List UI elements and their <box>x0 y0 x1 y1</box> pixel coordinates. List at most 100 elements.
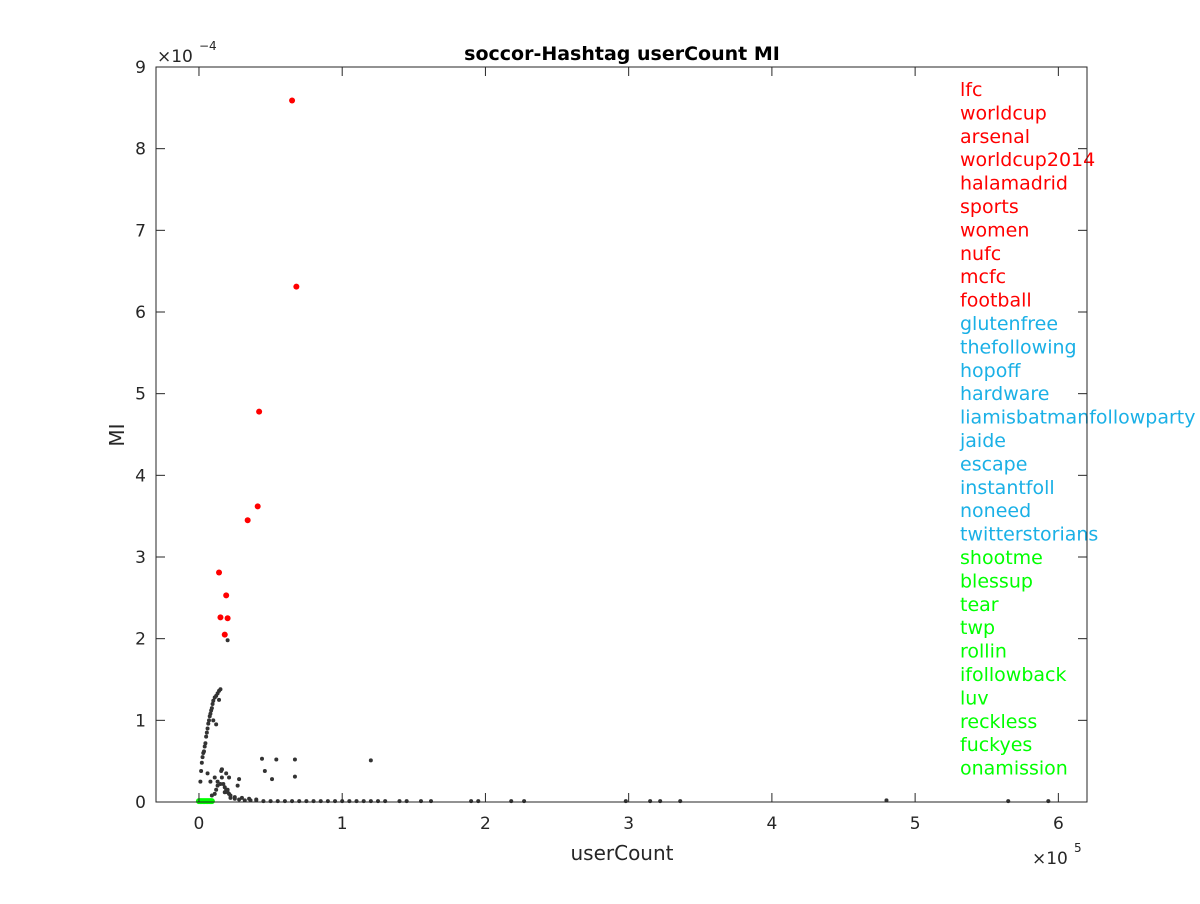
data-point <box>476 799 481 804</box>
y-tick-label: 7 <box>135 221 146 241</box>
data-point <box>658 799 663 804</box>
data-point <box>217 614 224 621</box>
data-point <box>429 799 434 804</box>
data-point <box>214 787 219 792</box>
data-point <box>208 798 215 805</box>
x-tick-label: 3 <box>623 814 634 834</box>
y-tick-label: 9 <box>135 58 146 78</box>
data-point <box>244 517 251 524</box>
hashtag-label: luv <box>960 687 989 709</box>
data-point <box>261 799 266 804</box>
data-point <box>368 758 373 763</box>
data-point <box>208 779 213 784</box>
hashtag-label: worldcup2014 <box>960 149 1095 171</box>
data-point <box>218 687 223 692</box>
data-point <box>202 744 207 749</box>
data-point <box>361 799 366 804</box>
y-multiplier-base: ×10 <box>157 47 193 67</box>
data-point <box>254 503 261 510</box>
data-point <box>290 799 295 804</box>
data-point <box>292 757 297 762</box>
data-point <box>218 782 223 787</box>
data-point <box>623 799 628 804</box>
data-point <box>304 799 309 804</box>
data-point <box>199 768 204 773</box>
data-point <box>209 793 214 798</box>
data-point <box>211 698 216 703</box>
data-point <box>256 408 263 415</box>
x-tick-label: 4 <box>766 814 777 834</box>
hashtag-label: onamission <box>960 758 1068 780</box>
data-point <box>292 774 297 779</box>
data-point <box>268 799 273 804</box>
y-tick-label: 6 <box>135 303 146 323</box>
x-multiplier-base: ×10 <box>1032 849 1068 869</box>
y-multiplier-exponent: −4 <box>199 39 217 53</box>
data-point <box>203 741 208 746</box>
x-axis-label: userCount <box>570 841 673 865</box>
data-point <box>678 799 683 804</box>
data-point <box>200 755 205 760</box>
data-point <box>259 756 264 761</box>
data-point <box>219 775 224 780</box>
hashtag-label: twitterstorians <box>960 524 1098 546</box>
data-point <box>311 799 316 804</box>
data-point <box>219 767 224 772</box>
hashtag-label: shootme <box>960 547 1043 569</box>
data-point <box>204 730 209 735</box>
data-point <box>354 799 359 804</box>
hashtag-label: nufc <box>960 243 1001 265</box>
data-point <box>211 718 216 723</box>
data-point <box>404 799 409 804</box>
y-tick-label: 0 <box>135 793 146 813</box>
data-point <box>206 721 211 726</box>
y-tick-label: 3 <box>135 548 146 568</box>
hashtag-label: fuckyes <box>960 734 1032 756</box>
x-tick-label: 5 <box>910 814 921 834</box>
data-point <box>215 779 220 784</box>
x-tick-label: 0 <box>194 814 205 834</box>
data-point <box>884 798 889 803</box>
data-point <box>318 799 323 804</box>
data-point <box>289 97 296 104</box>
hashtag-label: football <box>960 290 1032 312</box>
data-point <box>383 799 388 804</box>
hashtag-label: women <box>960 219 1029 241</box>
hashtag-label: twp <box>960 617 995 639</box>
hashtag-label: escape <box>960 453 1027 475</box>
data-point <box>224 771 229 776</box>
y-axis-multiplier: ×10 −4 <box>157 39 217 67</box>
axes-box <box>155 66 1088 803</box>
data-point <box>648 799 653 804</box>
data-point <box>274 757 279 762</box>
data-point <box>282 799 287 804</box>
data-point <box>469 799 474 804</box>
data-point <box>293 283 300 290</box>
y-tick-label: 4 <box>135 466 146 486</box>
data-point <box>347 799 352 804</box>
data-point <box>325 799 330 804</box>
hashtag-label: hardware <box>960 383 1050 405</box>
hashtag-label: ifollowback <box>960 664 1066 686</box>
data-point <box>208 711 213 716</box>
data-point <box>216 569 223 576</box>
data-point <box>210 702 215 706</box>
data-point <box>242 798 247 803</box>
chart-title: soccor-Hashtag userCount MI <box>464 43 780 65</box>
hashtag-label: jaide <box>959 430 1006 452</box>
data-point <box>221 782 226 787</box>
data-point <box>376 799 381 804</box>
hashtag-label: halamadrid <box>960 173 1068 195</box>
data-point <box>247 796 252 801</box>
hashtag-label: tear <box>960 594 999 616</box>
data-point <box>228 793 233 798</box>
x-tick-label: 6 <box>1053 814 1064 834</box>
x-multiplier-exponent: 5 <box>1074 841 1082 855</box>
data-point <box>217 697 222 702</box>
data-point <box>1006 799 1011 804</box>
data-point <box>262 768 267 773</box>
data-point <box>209 706 214 711</box>
y-tick-label: 1 <box>135 711 146 731</box>
